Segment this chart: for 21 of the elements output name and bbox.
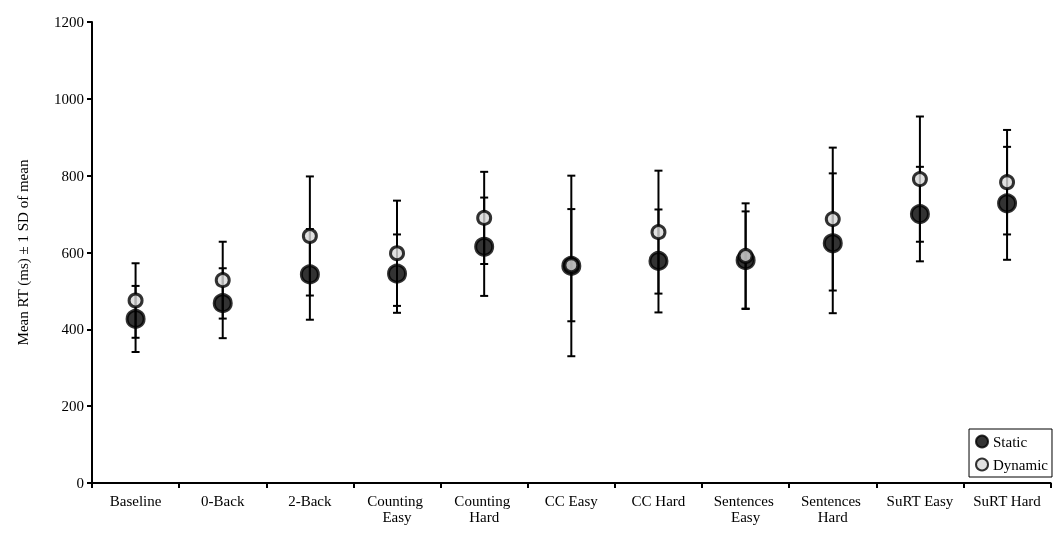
y-tick-label: 600 <box>61 244 84 261</box>
legend-label: Dynamic <box>993 456 1049 473</box>
x-tick-label: CC Easy <box>544 493 599 509</box>
x-tick-label: Counting Hard <box>454 493 514 525</box>
x-tick-label: Counting Easy <box>367 493 427 525</box>
x-tick-label: SuRT Hard <box>973 493 1042 509</box>
x-tick-label: Sentences Easy <box>713 493 778 525</box>
y-axis-title: Mean RT (ms) ± 1 SD of mean <box>14 159 32 346</box>
y-tick-label: 1000 <box>54 90 84 107</box>
x-tick-label: Baseline <box>109 493 162 509</box>
x-tick-label: 2-Back <box>288 493 333 509</box>
x-tick-label: SuRT Easy <box>886 493 954 509</box>
y-tick-label: 200 <box>61 398 84 415</box>
x-tick-label: 0-Back <box>201 493 245 509</box>
x-tick-label: CC Hard <box>631 493 686 509</box>
x-tick-label: Sentences Hard <box>800 493 865 525</box>
y-tick-label: 1200 <box>54 14 84 30</box>
y-tick-label: 400 <box>61 321 84 338</box>
y-tick-label: 0 <box>76 475 84 491</box>
y-tick-label: 800 <box>61 167 84 184</box>
legend-label: Static <box>993 433 1028 450</box>
